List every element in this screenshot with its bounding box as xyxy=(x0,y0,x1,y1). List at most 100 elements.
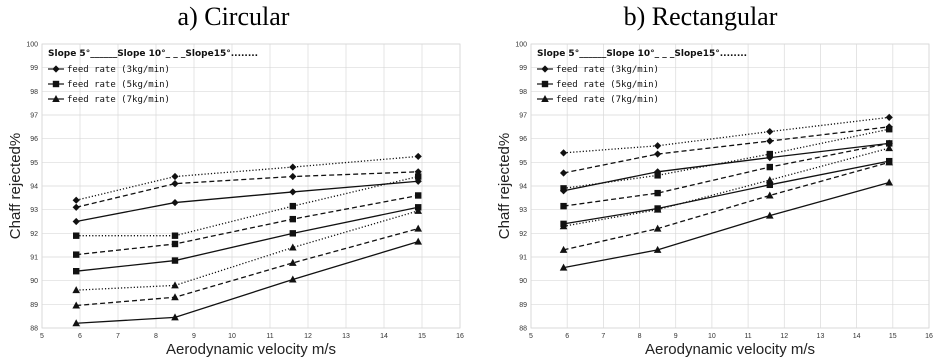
x-tick-label: 10 xyxy=(708,333,716,340)
data-point xyxy=(289,188,297,196)
data-point xyxy=(171,198,179,207)
data-point xyxy=(653,245,662,253)
data-point xyxy=(73,232,80,239)
y-tick-label: 88 xyxy=(30,326,38,333)
y-tick-label: 89 xyxy=(30,302,38,309)
legend-marker xyxy=(541,65,549,73)
legend-marker xyxy=(541,95,549,102)
y-tick-label: 92 xyxy=(519,231,527,238)
data-point xyxy=(289,230,296,237)
legend-marker xyxy=(52,80,60,88)
series-feed7-slope15 xyxy=(72,206,422,294)
data-point xyxy=(559,263,568,271)
y-tick-label: 95 xyxy=(30,160,38,167)
legend-entry: feed rate (3kg/min) xyxy=(67,65,170,75)
data-point xyxy=(414,224,422,232)
series-line xyxy=(76,155,419,201)
series-feed3-slope10 xyxy=(72,168,422,211)
legend-entry: feed rate (7kg/min) xyxy=(556,95,659,105)
data-point xyxy=(414,206,422,214)
x-tick-label: 11 xyxy=(266,333,273,340)
data-point xyxy=(653,205,662,213)
series-line xyxy=(76,180,419,223)
y-tick-label: 93 xyxy=(30,207,38,214)
data-point xyxy=(171,313,179,321)
y-tick-label: 90 xyxy=(519,278,527,285)
x-tick-label: 5 xyxy=(529,333,533,340)
data-point xyxy=(766,163,773,171)
data-point xyxy=(560,185,567,192)
data-point xyxy=(766,181,773,189)
y-tick-label: 100 xyxy=(515,42,527,49)
series-feed7-slope5 xyxy=(559,178,893,271)
data-point xyxy=(171,180,179,188)
y-tick-label: 91 xyxy=(519,255,527,262)
legend-entry: feed rate (5kg/min) xyxy=(67,80,170,90)
x-tick-label: 8 xyxy=(638,333,642,340)
data-point xyxy=(766,127,774,136)
data-point xyxy=(72,319,80,327)
data-point xyxy=(289,243,297,251)
y-tick-label: 93 xyxy=(519,207,527,214)
y-tick-label: 90 xyxy=(30,278,38,285)
data-point xyxy=(560,202,567,210)
legend-entry: feed rate (3kg/min) xyxy=(556,65,659,75)
series-line xyxy=(563,161,890,251)
series-line xyxy=(76,206,419,272)
data-point xyxy=(415,192,422,199)
data-point xyxy=(414,152,422,161)
series-line xyxy=(563,160,890,225)
series-feed7-slope15 xyxy=(559,144,893,230)
legend-entry: feed rate (7kg/min) xyxy=(67,95,170,105)
series-line xyxy=(76,210,419,291)
data-point xyxy=(171,172,179,181)
panel-rectangular: b) Rectangular 88 89 90 91 92 93 94 95 96 97 98 99 1… xyxy=(467,0,934,364)
data-point xyxy=(171,293,179,301)
data-point xyxy=(171,281,179,289)
x-tick-label: 15 xyxy=(889,333,897,340)
gridlines xyxy=(41,43,461,329)
x-tick-label: 13 xyxy=(817,333,825,340)
series-feed5-slope5 xyxy=(73,204,422,275)
data-point xyxy=(654,142,662,150)
legend-marker xyxy=(541,80,549,88)
series-feed3-slope5 xyxy=(72,177,422,226)
x-tick-label: 5 xyxy=(40,333,44,340)
series-feed7-slope5 xyxy=(72,237,422,327)
data-point xyxy=(72,286,80,294)
data-point xyxy=(414,237,422,245)
legend-marker xyxy=(52,65,60,73)
series-feed7-slope10 xyxy=(559,158,893,253)
series-line xyxy=(563,128,890,190)
legend-slope-key: Slope 5°______Slope 10°_ _ _Slope15°....… xyxy=(48,49,258,59)
x-tick-label: 7 xyxy=(116,333,120,340)
legend-slope-key: Slope 5°______Slope 10°_ _ _Slope15°....… xyxy=(537,49,747,59)
data-point xyxy=(559,169,568,177)
series-line xyxy=(76,194,419,256)
data-point xyxy=(766,211,774,219)
data-point xyxy=(766,150,773,158)
x-tick-label: 16 xyxy=(925,333,933,340)
x-tick-label: 10 xyxy=(228,333,236,340)
data-point xyxy=(885,144,893,152)
y-tick-label: 95 xyxy=(519,160,527,167)
series-line xyxy=(563,142,890,207)
data-point xyxy=(171,240,179,248)
x-tick-label: 6 xyxy=(78,333,82,340)
data-point xyxy=(415,173,422,180)
x-tick-label: 6 xyxy=(565,333,569,340)
chart-title: b) Rectangular xyxy=(623,2,778,31)
x-tick-label: 9 xyxy=(192,333,196,340)
series-line xyxy=(76,227,419,307)
data-point xyxy=(171,257,179,264)
y-tick-label: 94 xyxy=(519,184,527,191)
series-line xyxy=(76,171,419,208)
y-tick-label: 97 xyxy=(519,113,527,120)
y-tick-label: 100 xyxy=(26,42,38,49)
data-point xyxy=(73,251,80,258)
data-point xyxy=(289,202,296,210)
data-point xyxy=(654,189,661,197)
